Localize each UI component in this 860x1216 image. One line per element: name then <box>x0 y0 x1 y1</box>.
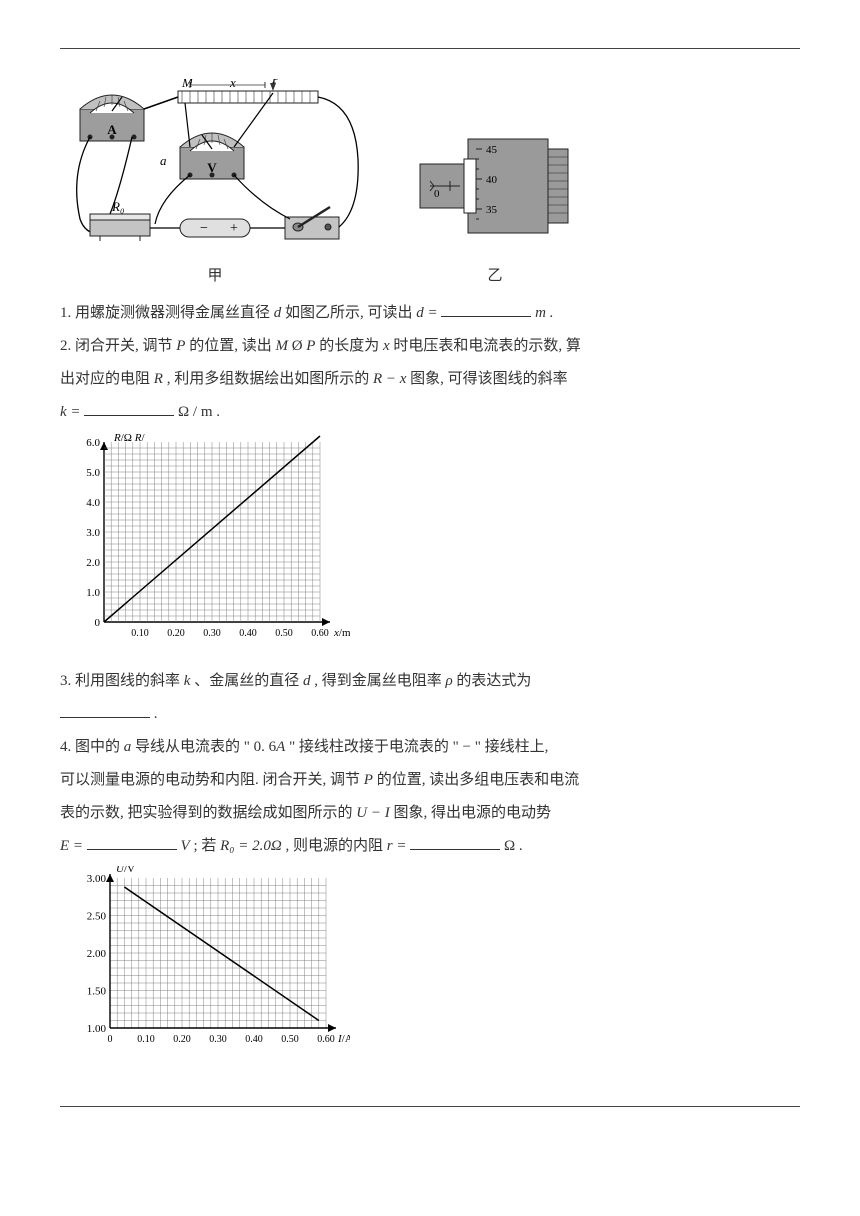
svg-text:x: x <box>229 79 236 90</box>
svg-text:0.20: 0.20 <box>167 628 185 639</box>
question-1: 1. 用螺旋测微器测得金属丝直径 d 如图乙所示, 可读出 d = m . <box>60 300 800 327</box>
svg-text:3.0: 3.0 <box>86 527 100 539</box>
question-2-line2: 出对应的电阻 R , 利用多组数据绘出如图所示的 R − x 图象, 可得该图线… <box>60 366 800 393</box>
svg-text:+: + <box>230 221 238 236</box>
svg-text:4.0: 4.0 <box>86 497 100 509</box>
svg-text:0: 0 <box>95 617 101 629</box>
blank-E[interactable] <box>87 834 177 850</box>
svg-text:0.20: 0.20 <box>173 1034 191 1045</box>
question-2-line3: k = Ω / m . <box>60 399 800 426</box>
svg-text:2.0: 2.0 <box>86 557 100 569</box>
blank-rho[interactable] <box>60 702 150 718</box>
svg-text:R/Ω R/: R/Ω R/ <box>113 432 145 444</box>
svg-text:2.50: 2.50 <box>87 910 107 922</box>
svg-text:35: 35 <box>486 204 498 216</box>
blank-k[interactable] <box>84 400 174 416</box>
svg-text:45: 45 <box>486 144 498 156</box>
svg-text:−: − <box>200 221 208 236</box>
micrometer-svg: 0 45 40 35 <box>410 119 580 259</box>
svg-text:R₀: R₀ <box>111 199 124 214</box>
q1-unit: m . <box>535 305 553 321</box>
question-4-line1: 4. 图中的 a 导线从电流表的 " 0. 6A " 接线柱改接于电流表的 " … <box>60 734 800 761</box>
micrometer-label: 乙 <box>487 263 502 290</box>
blank-r[interactable] <box>410 834 500 850</box>
svg-text:5.0: 5.0 <box>86 467 100 479</box>
svg-text:2.00: 2.00 <box>87 948 107 960</box>
blank-d[interactable] <box>441 301 531 317</box>
bottom-rule <box>60 1106 800 1107</box>
svg-text:6.0: 6.0 <box>86 437 100 449</box>
circuit-svg: A <box>60 79 370 259</box>
svg-text:0.30: 0.30 <box>209 1034 227 1045</box>
svg-text:a: a <box>160 153 167 168</box>
svg-text:0.60: 0.60 <box>317 1034 335 1045</box>
svg-text:40: 40 <box>486 174 498 186</box>
svg-text:0.10: 0.10 <box>131 628 149 639</box>
circuit-figure: A <box>60 79 370 290</box>
svg-text:0.40: 0.40 <box>239 628 257 639</box>
question-3-blank: . <box>60 701 800 728</box>
question-4-line4: E = V ; 若 R₀ = 2.0Ω , 则电源的内阻 r = Ω . <box>60 833 800 860</box>
micrometer-figure: 0 45 40 35 乙 <box>410 119 580 290</box>
q1-text2: 如图乙所示, 可读出 <box>281 305 416 321</box>
svg-text:U/V: U/V <box>116 866 135 875</box>
svg-text:I/A: I/A <box>337 1033 350 1045</box>
q1-text1: 1. 用螺旋测微器测得金属丝直径 <box>60 305 274 321</box>
svg-text:0.60: 0.60 <box>311 628 329 639</box>
svg-text:1.50: 1.50 <box>87 985 107 997</box>
svg-text:3.00: 3.00 <box>87 873 107 885</box>
question-3: 3. 利用图线的斜率 k 、金属丝的直径 d , 得到金属丝电阻率 ρ 的表达式… <box>60 668 800 695</box>
question-4-line3: 表的示数, 把实验得到的数据绘成如图所示的 U − I 图象, 得出电源的电动势 <box>60 800 800 827</box>
svg-text:0.30: 0.30 <box>203 628 221 639</box>
svg-text:0.50: 0.50 <box>281 1034 299 1045</box>
svg-text:0: 0 <box>108 1034 113 1045</box>
top-figure-row: A <box>60 79 800 290</box>
rx-chart: 0 1.0 2.0 3.0 4.0 5.0 6.0 0.10 0.20 0.30… <box>60 432 800 662</box>
rx-chart-svg: 0 1.0 2.0 3.0 4.0 5.0 6.0 0.10 0.20 0.30… <box>60 432 350 652</box>
svg-text:0: 0 <box>434 188 440 200</box>
svg-text:1.00: 1.00 <box>87 1023 107 1035</box>
svg-text:0.40: 0.40 <box>245 1034 263 1045</box>
question-4-line2: 可以测量电源的电动势和内阻. 闭合开关, 调节 P 的位置, 读出多组电压表和电… <box>60 767 800 794</box>
top-rule <box>60 48 800 49</box>
question-2-line1: 2. 闭合开关, 调节 P 的位置, 读出 M Ø P 的长度为 x 时电压表和… <box>60 333 800 360</box>
svg-text:x/m: x/m <box>333 627 350 639</box>
svg-text:1.0: 1.0 <box>86 587 100 599</box>
svg-text:0.50: 0.50 <box>275 628 293 639</box>
svg-text:M: M <box>181 79 194 90</box>
q1-deq: d = <box>416 305 437 321</box>
ui-chart-svg: 1.00 1.50 2.00 2.50 3.00 0 0.10 0.20 0.3… <box>60 866 350 1056</box>
circuit-label: 甲 <box>207 263 222 290</box>
svg-text:0.10: 0.10 <box>137 1034 155 1045</box>
ui-chart: 1.00 1.50 2.00 2.50 3.00 0 0.10 0.20 0.3… <box>60 866 800 1066</box>
